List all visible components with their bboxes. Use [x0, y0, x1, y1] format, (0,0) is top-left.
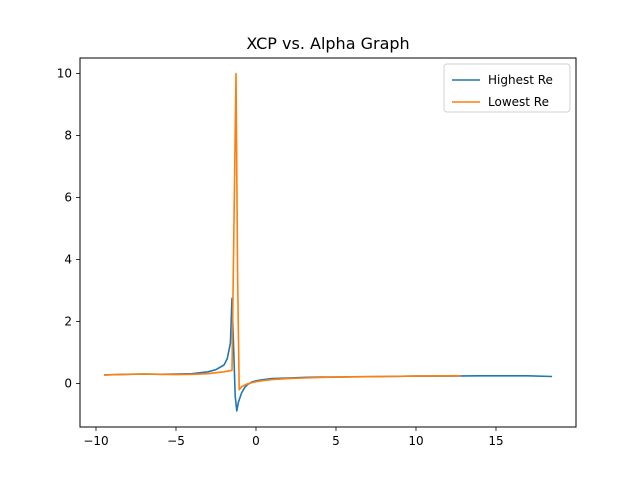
- y-tick-label: 6: [64, 191, 72, 205]
- y-tick-label: 4: [64, 253, 72, 267]
- plot-frame: [79, 57, 577, 428]
- chart-title: XCP vs. Alpha Graph: [246, 34, 409, 53]
- y-tick-label: 0: [64, 377, 72, 391]
- x-tick-label: 0: [252, 434, 260, 448]
- legend-label: Highest Re: [488, 73, 553, 87]
- x-tick-label: −5: [167, 434, 185, 448]
- y-tick-label: 10: [57, 67, 72, 81]
- legend-label: Lowest Re: [488, 95, 549, 109]
- plot-lines: [103, 72, 553, 412]
- y-tick-label: 2: [64, 315, 72, 329]
- x-tick-label: 15: [488, 434, 503, 448]
- x-tick-label: 5: [332, 434, 340, 448]
- y-tick-label: 8: [64, 129, 72, 143]
- legend: Highest Re Lowest Re: [443, 63, 571, 113]
- series-line-1: [103, 297, 553, 412]
- legend-box: [443, 63, 571, 113]
- series-line-2: [103, 72, 461, 391]
- y-axis: 0 2 4 6 8 10: [57, 67, 80, 391]
- x-tick-label: 10: [408, 434, 423, 448]
- x-axis: −10 −5 0 5 10 15: [83, 427, 504, 448]
- x-tick-label: −10: [83, 434, 108, 448]
